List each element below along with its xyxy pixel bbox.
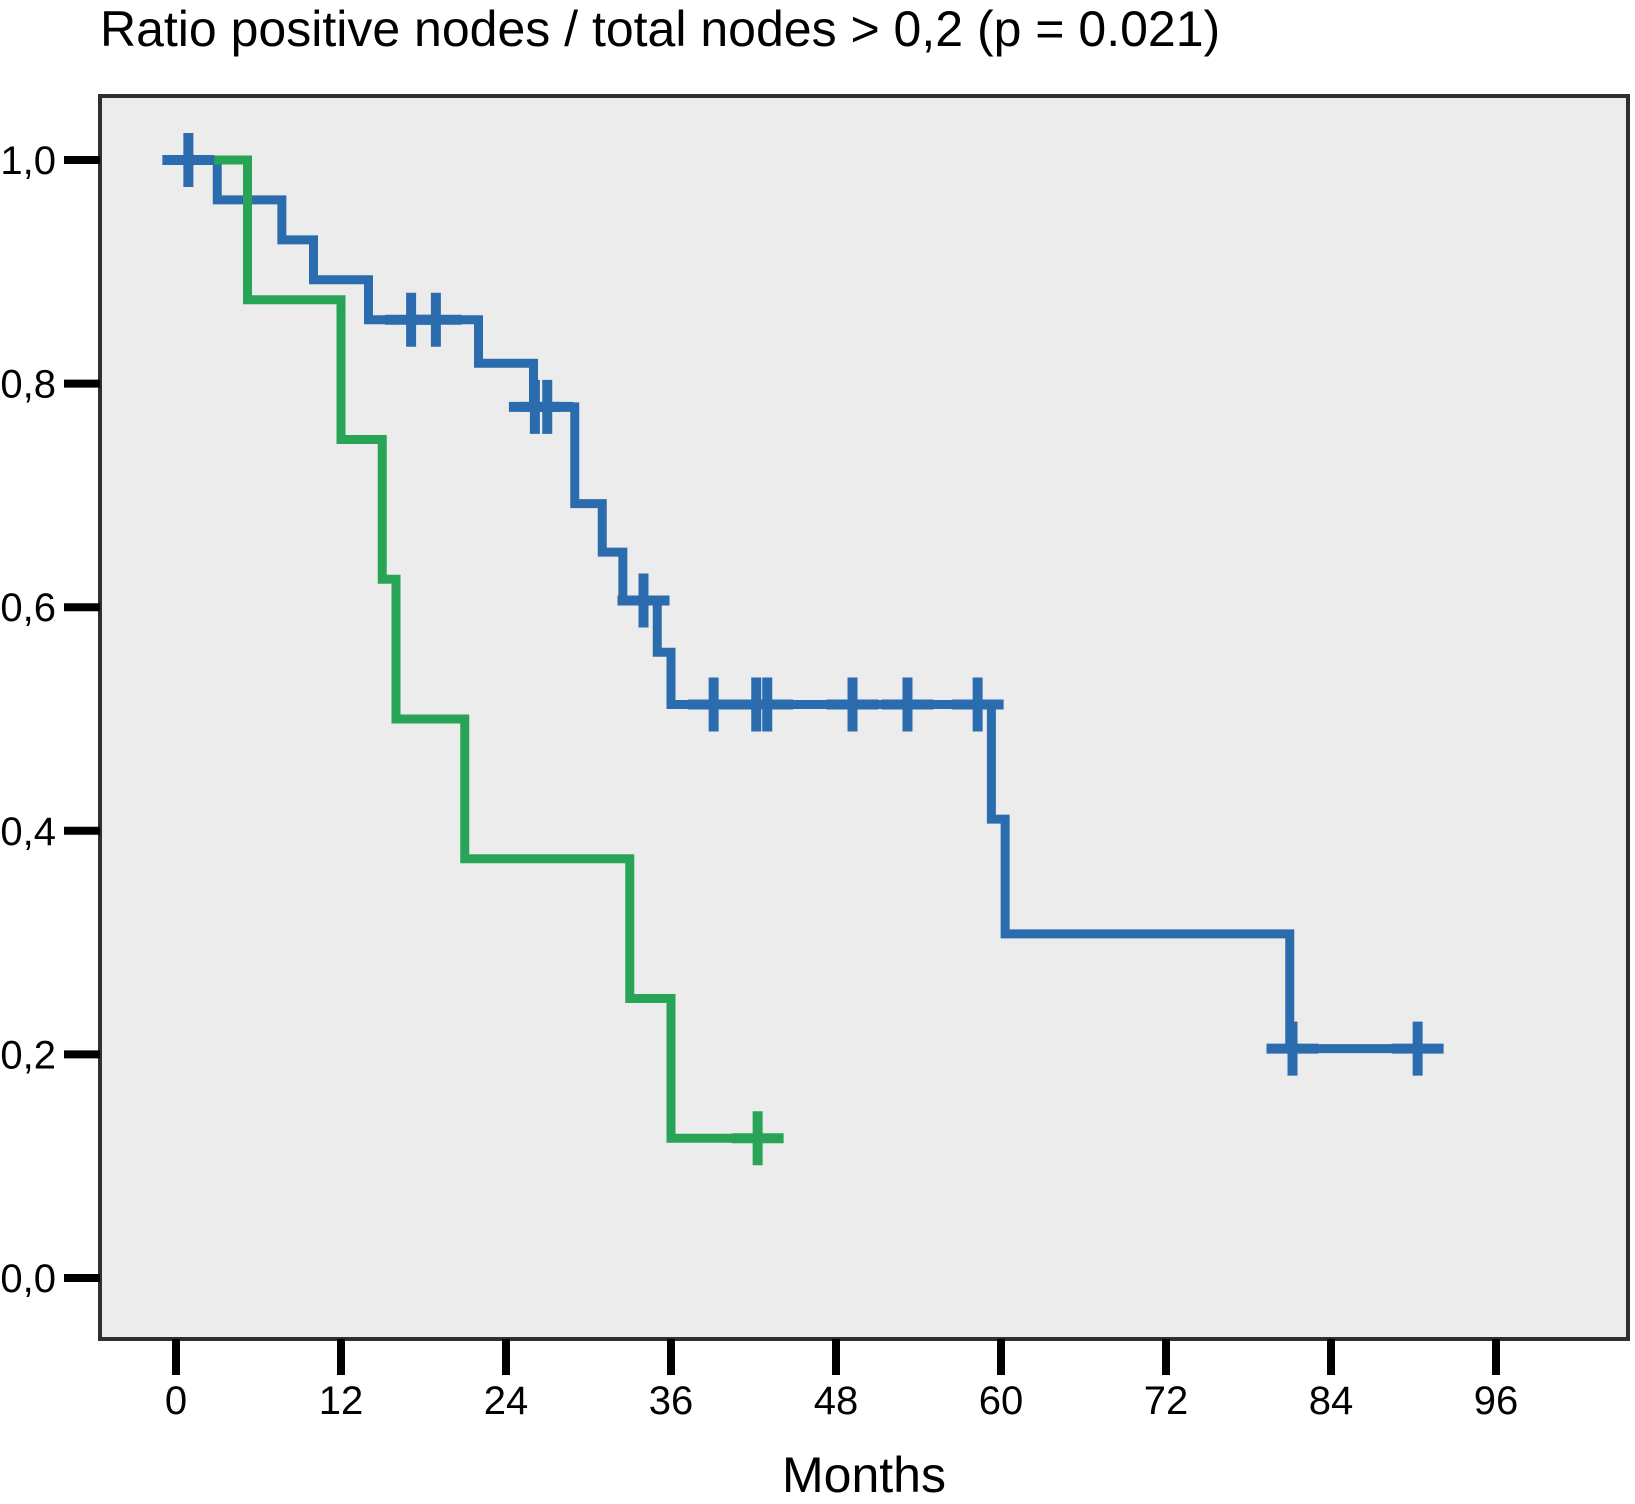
x-tick-label: 60: [979, 1379, 1024, 1423]
x-tick-label: 96: [1474, 1379, 1519, 1423]
blue-survival-curve: [176, 155, 1422, 1054]
x-tick-label: 84: [1309, 1379, 1354, 1423]
y-tick-label: 0,6: [0, 586, 56, 630]
green-survival-curve: [176, 155, 769, 1143]
y-tick-label: 1,0: [0, 139, 56, 183]
x-tick-label: 24: [484, 1379, 529, 1423]
x-tick-label: 48: [814, 1379, 859, 1423]
chart-title: Ratio positive nodes / total nodes > 0,2…: [100, 1, 1220, 57]
x-tick-label: 72: [1144, 1379, 1189, 1423]
plot-area: [98, 94, 1630, 1341]
curves-layer: [176, 155, 1422, 1143]
y-tick-label: 0,8: [0, 363, 56, 407]
y-tick-label: 0,2: [0, 1033, 56, 1077]
y-tick-label: 0,0: [0, 1257, 56, 1301]
x-tick-label: 36: [649, 1379, 694, 1423]
y-tick-label: 0,4: [0, 810, 56, 854]
axes-layer: 1,0 0,8 0,6 0,4 0,2 0,0 0 12 24 36 48 60 72 84 96: [0, 139, 1518, 1423]
censors-layer: [162, 133, 1444, 1166]
x-tick-label: 12: [319, 1379, 364, 1423]
x-axis-title: Months: [782, 1447, 946, 1503]
x-tick-label: 0: [165, 1379, 187, 1423]
